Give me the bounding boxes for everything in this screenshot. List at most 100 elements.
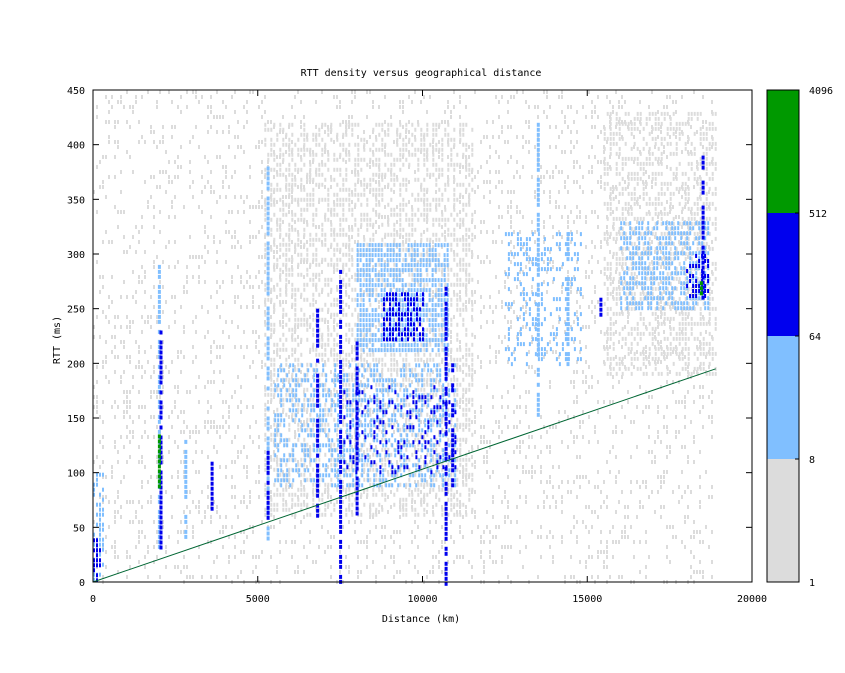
density-cell xyxy=(369,507,372,512)
density-cell xyxy=(282,157,285,162)
density-cell xyxy=(381,357,384,362)
density-cell xyxy=(246,465,248,469)
density-cell xyxy=(351,90,353,94)
density-cell xyxy=(366,367,369,372)
density-cell xyxy=(162,370,164,374)
density-cell xyxy=(366,197,369,202)
density-cell xyxy=(432,370,434,374)
density-cell xyxy=(471,565,473,569)
density-cell xyxy=(276,200,278,204)
density-cell xyxy=(159,210,161,214)
density-cell xyxy=(279,222,282,227)
density-cell xyxy=(144,140,146,144)
density-cell xyxy=(543,500,545,504)
density-cell xyxy=(303,570,305,574)
density-cell xyxy=(405,397,408,402)
density-cell xyxy=(612,375,614,379)
density-cell xyxy=(324,150,326,154)
density-cell xyxy=(576,260,578,264)
density-cell xyxy=(642,410,644,414)
density-cell xyxy=(102,400,104,404)
density-cell xyxy=(690,490,692,494)
density-cell xyxy=(312,342,315,347)
density-cell xyxy=(318,292,321,297)
density-cell xyxy=(270,197,273,202)
density-cell xyxy=(582,325,584,329)
density-cell xyxy=(372,452,375,457)
density-cell xyxy=(516,170,518,174)
density-cell xyxy=(375,372,378,377)
density-cell xyxy=(207,160,209,164)
density-cell xyxy=(249,205,251,209)
density-cell xyxy=(627,320,629,324)
density-cell xyxy=(402,100,404,104)
density-cell xyxy=(393,190,395,194)
density-cell xyxy=(261,140,263,144)
density-cell xyxy=(693,440,695,444)
density-cell xyxy=(270,525,272,529)
density-cell xyxy=(645,170,647,174)
density-cell xyxy=(489,145,491,149)
density-cell xyxy=(474,225,476,229)
density-cell xyxy=(363,335,365,339)
density-cell xyxy=(336,487,339,492)
density-cell xyxy=(285,232,288,237)
density-cell xyxy=(693,90,695,94)
density-cell xyxy=(576,300,578,304)
density-cell xyxy=(315,347,318,352)
density-cell xyxy=(558,135,560,139)
density-cell xyxy=(231,210,233,214)
density-cell xyxy=(111,465,113,469)
density-cell xyxy=(579,340,581,344)
density-cell xyxy=(468,280,470,284)
density-cell xyxy=(126,355,128,359)
density-cell xyxy=(141,520,143,524)
density-cell xyxy=(375,122,378,127)
density-cell xyxy=(111,545,113,549)
density-cell xyxy=(483,195,485,199)
density-cell xyxy=(306,175,308,179)
density-cell xyxy=(492,230,494,234)
density-cell xyxy=(279,347,282,352)
density-cell xyxy=(279,122,282,127)
density-cell xyxy=(297,410,299,414)
density-cell xyxy=(156,315,158,319)
density-cell xyxy=(393,430,395,434)
density-cell xyxy=(294,570,296,574)
density-cell xyxy=(378,300,380,304)
density-cell xyxy=(375,445,377,449)
density-cell xyxy=(264,212,267,217)
density-cell xyxy=(336,262,339,267)
density-cell xyxy=(378,187,381,192)
density-cell xyxy=(423,465,425,469)
density-cell xyxy=(576,370,578,374)
density-cell xyxy=(282,410,284,414)
density-cell xyxy=(699,395,701,399)
density-cell xyxy=(282,407,285,412)
density-cell xyxy=(516,520,518,524)
density-cell xyxy=(387,132,390,137)
density-cell xyxy=(339,222,342,227)
density-cell xyxy=(288,122,291,127)
density-cell xyxy=(333,442,336,447)
density-cell xyxy=(342,480,344,484)
density-cell xyxy=(270,497,273,502)
density-cell xyxy=(228,410,230,414)
density-cell xyxy=(531,340,533,344)
density-cell xyxy=(291,337,294,342)
density-cell xyxy=(396,367,399,372)
density-cell xyxy=(342,265,344,269)
density-cell xyxy=(288,380,290,384)
density-cell xyxy=(342,357,345,362)
density-cell xyxy=(399,530,401,534)
density-cell xyxy=(228,415,230,419)
density-cell xyxy=(378,212,381,217)
density-cell xyxy=(384,492,387,497)
density-cell xyxy=(528,125,530,129)
density-cell xyxy=(300,185,302,189)
density-cell xyxy=(552,425,554,429)
density-cell xyxy=(276,507,279,512)
density-cell xyxy=(519,440,521,444)
density-cell xyxy=(561,495,563,499)
density-cell xyxy=(384,462,387,467)
